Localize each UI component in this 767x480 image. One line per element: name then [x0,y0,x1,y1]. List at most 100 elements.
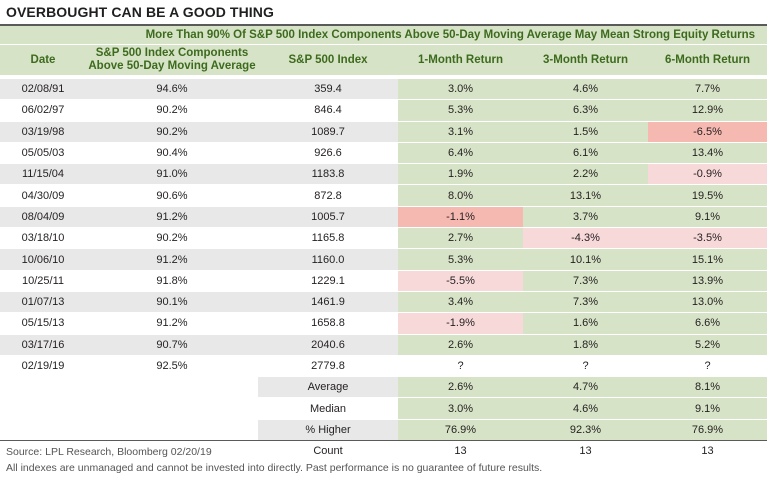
summary-3m: 13 [523,440,648,463]
table-row: 04/30/09 90.6% 872.8 8.0% 13.1% 19.5% [0,184,767,207]
cell-date: 01/07/13 [0,291,86,314]
cell-index-level: 1160.0 [258,248,398,271]
table-row: 05/15/13 91.2% 1658.8 -1.9% 1.6% 6.6% [0,312,767,335]
cell-3m-return: 7.3% [523,270,648,292]
cell-date: 10/25/11 [0,270,86,292]
col-header-index: S&P 500 Index [258,45,398,79]
cell-6m-return: -3.5% [648,227,767,250]
cell-date: 02/19/19 [0,355,86,378]
cell-6m-return: ? [648,355,767,378]
summary-6m: 9.1% [648,397,767,420]
cell-index-level: 926.6 [258,142,398,165]
summary-label: % Higher [258,419,398,442]
cell-index-level: 1658.8 [258,312,398,335]
cell-date: 11/15/04 [0,163,86,186]
cell-index-level: 1165.8 [258,227,398,250]
cell-6m-return: 6.6% [648,312,767,335]
table-row: 11/15/04 91.0% 1183.8 1.9% 2.2% -0.9% [0,163,767,186]
top-rule [0,24,767,26]
summary-row: Median 3.0% 4.6% 9.1% [0,397,767,420]
col-header-6m: 6-Month Return [648,45,767,79]
cell-1m-return: 2.6% [398,334,523,356]
table-row: 10/06/10 91.2% 1160.0 5.3% 10.1% 15.1% [0,248,767,271]
cell-date: 08/04/09 [0,206,86,229]
table-row: 03/19/98 90.2% 1089.7 3.1% 1.5% -6.5% [0,121,767,143]
summary-blank-cell [86,397,258,420]
summary-6m: 8.1% [648,376,767,399]
cell-1m-return: 2.7% [398,227,523,250]
summary-3m: 4.7% [523,376,648,399]
table-row: 05/05/03 90.4% 926.6 6.4% 6.1% 13.4% [0,142,767,165]
cell-components-pct: 91.2% [86,248,258,271]
cell-1m-return: -1.1% [398,206,523,229]
cell-components-pct: 90.2% [86,121,258,143]
cell-date: 03/17/16 [0,334,86,356]
cell-index-level: 2779.8 [258,355,398,378]
cell-3m-return: 1.8% [523,334,648,356]
table-row: 08/04/09 91.2% 1005.7 -1.1% 3.7% 9.1% [0,206,767,229]
cell-index-level: 872.8 [258,184,398,207]
cell-1m-return: 3.0% [398,77,523,101]
cell-components-pct: 91.0% [86,163,258,186]
cell-6m-return: 13.9% [648,270,767,292]
summary-row: Count 13 13 13 [0,440,767,463]
cell-date: 10/06/10 [0,248,86,271]
cell-components-pct: 90.2% [86,227,258,250]
summary-1m: 76.9% [398,419,523,442]
cell-components-pct: 90.2% [86,99,258,122]
cell-components-pct: 94.6% [86,77,258,101]
cell-1m-return: 3.4% [398,291,523,314]
cell-index-level: 846.4 [258,99,398,122]
summary-row: % Higher 76.9% 92.3% 76.9% [0,419,767,442]
col-header-1m: 1-Month Return [398,45,523,79]
summary-blank-cell [0,440,86,463]
table-body: 02/08/91 94.6% 359.4 3.0% 4.6% 7.7% 06/02/97 90… [0,77,767,463]
cell-6m-return: 13.4% [648,142,767,165]
disclaimer-note: All indexes are unmanaged and cannot be … [6,462,543,474]
cell-1m-return: ? [398,355,523,378]
cell-1m-return: -5.5% [398,270,523,292]
summary-6m: 76.9% [648,419,767,442]
table-subtitle: More Than 90% Of S&P 500 Index Component… [0,26,767,45]
cell-date: 04/30/09 [0,184,86,207]
cell-1m-return: 1.9% [398,163,523,186]
table-row: 03/18/10 90.2% 1165.8 2.7% -4.3% -3.5% [0,227,767,250]
col-header-date: Date [0,45,86,79]
cell-components-pct: 91.8% [86,270,258,292]
cell-index-level: 1089.7 [258,121,398,143]
cell-index-level: 1461.9 [258,291,398,314]
header-row: Date S&P 500 Index Components Above 50-D… [0,45,767,79]
returns-table: Date S&P 500 Index Components Above 50-D… [0,45,767,463]
cell-6m-return: -0.9% [648,163,767,186]
summary-3m: 92.3% [523,419,648,442]
cell-3m-return: 6.3% [523,99,648,122]
cell-components-pct: 90.6% [86,184,258,207]
summary-label: Average [258,376,398,399]
chart-title: OVERBOUGHT CAN BE A GOOD THING [6,4,274,20]
table-row: 03/17/16 90.7% 2040.6 2.6% 1.8% 5.2% [0,334,767,356]
cell-1m-return: -1.9% [398,312,523,335]
cell-1m-return: 3.1% [398,121,523,143]
cell-date: 06/02/97 [0,99,86,122]
cell-6m-return: -6.5% [648,121,767,143]
summary-3m: 4.6% [523,397,648,420]
summary-6m: 13 [648,440,767,463]
cell-6m-return: 19.5% [648,184,767,207]
cell-3m-return: 1.6% [523,312,648,335]
cell-components-pct: 90.4% [86,142,258,165]
cell-1m-return: 6.4% [398,142,523,165]
table-row: 02/19/19 92.5% 2779.8??? [0,355,767,378]
summary-blank-cell [0,397,86,420]
cell-components-pct: 91.2% [86,206,258,229]
source-note: Source: LPL Research, Bloomberg 02/20/19 [6,446,212,458]
cell-3m-return: 13.1% [523,184,648,207]
cell-components-pct: 90.1% [86,291,258,314]
cell-components-pct: 91.2% [86,312,258,335]
cell-index-level: 1183.8 [258,163,398,186]
summary-blank-cell [0,419,86,442]
table-row: 10/25/11 91.8% 1229.1 -5.5% 7.3% 13.9% [0,270,767,292]
table-row: 06/02/97 90.2% 846.4 5.3% 6.3% 12.9% [0,99,767,122]
cell-3m-return: 4.6% [523,77,648,101]
cell-3m-return: 2.2% [523,163,648,186]
cell-date: 05/05/03 [0,142,86,165]
